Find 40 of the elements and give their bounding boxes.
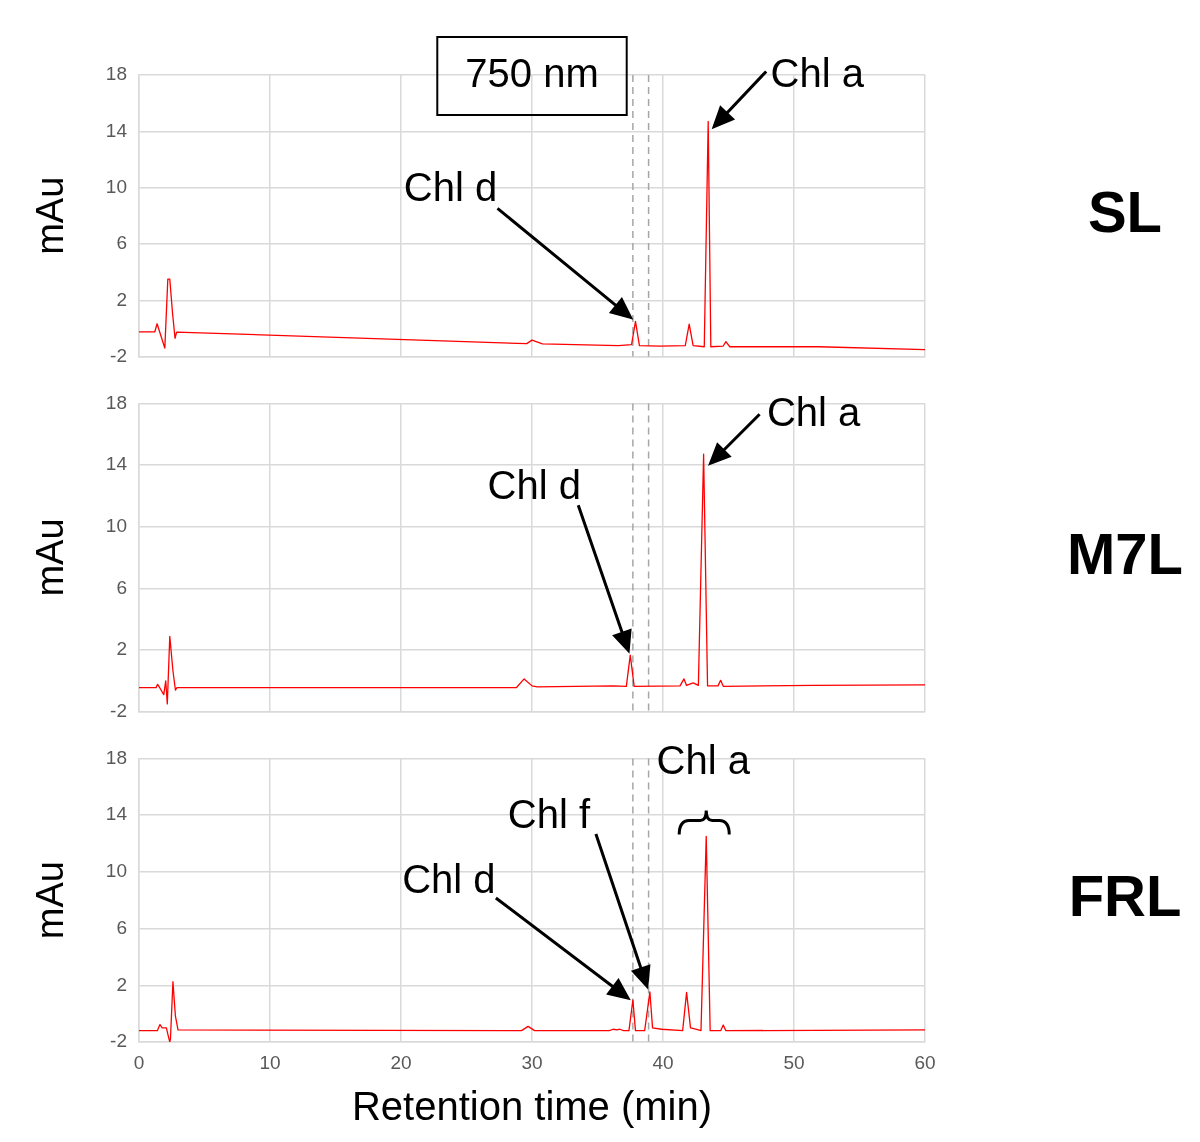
annotation: 750 nm [465,51,599,96]
x-tick-label: 30 [521,1051,543,1073]
y-tick-label: 6 [116,916,127,938]
y-axis-title: mAu [29,176,72,255]
x-axis-title: Retention time (min) [351,1084,713,1129]
y-tick-label: 14 [105,453,128,475]
y-axis-title: mAu [29,861,72,940]
y-tick-label: 2 [116,638,127,660]
y-tick-label: 18 [105,746,127,768]
annotation: Chl d [402,857,496,902]
y-tick-label: 6 [116,232,127,254]
annotation: Chl a [766,390,862,435]
y-tick-label: 10 [105,860,127,882]
y-tick-label: 2 [116,288,127,310]
y-tick-label: 10 [105,175,127,197]
x-tick-label: 60 [914,1051,936,1073]
y-tick-label: -2 [110,1030,127,1052]
text: SL [1087,178,1163,244]
annotation: Chl f [507,791,591,836]
annotation: Chl d [487,463,581,508]
x-tick-label: 50 [783,1051,805,1073]
y-tick-label: 18 [105,63,127,85]
annotation: Chl a [656,738,751,783]
annotation: Chl a [770,51,865,96]
y-tick-label: 10 [105,514,127,536]
x-tick-label: 0 [133,1051,145,1073]
y-tick-label: -2 [110,344,127,366]
x-tick-label: 40 [652,1051,674,1073]
y-tick-label: 2 [116,973,127,995]
y-tick-label: 6 [116,576,127,598]
y-tick-label: 14 [105,119,128,141]
x-tick-label: 10 [259,1051,281,1073]
y-axis-title: mAu [29,518,72,597]
y-tick-label: 18 [105,391,127,413]
text: FRL [1068,863,1182,929]
annotation: Chl d [403,165,498,210]
text: M7L [1067,520,1183,586]
x-tick-label: 20 [390,1051,412,1073]
y-tick-label: -2 [110,699,127,721]
y-tick-label: 14 [105,803,128,825]
